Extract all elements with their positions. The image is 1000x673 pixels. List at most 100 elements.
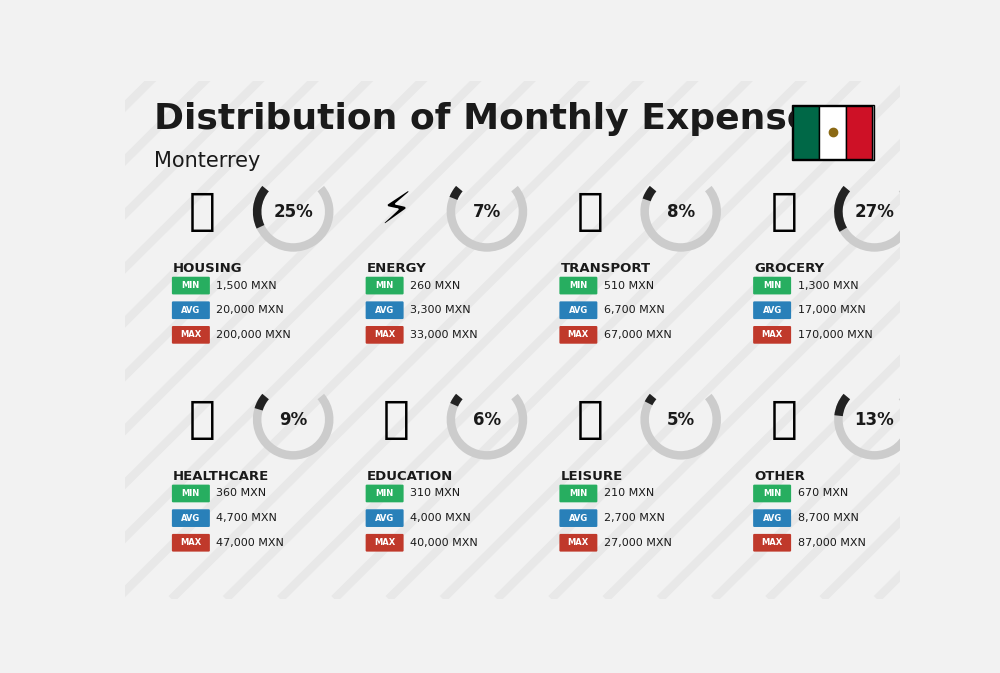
Wedge shape (834, 186, 915, 252)
Wedge shape (450, 186, 463, 200)
Text: 510 MXN: 510 MXN (604, 281, 654, 291)
FancyBboxPatch shape (559, 485, 597, 502)
Wedge shape (834, 394, 850, 416)
FancyBboxPatch shape (846, 106, 872, 159)
Text: 💰: 💰 (770, 398, 797, 441)
Text: MAX: MAX (568, 330, 589, 339)
Text: OTHER: OTHER (754, 470, 805, 483)
Text: AVG: AVG (763, 306, 782, 315)
FancyBboxPatch shape (366, 277, 404, 294)
Text: MAX: MAX (762, 330, 783, 339)
Wedge shape (447, 394, 527, 460)
Wedge shape (834, 186, 850, 232)
Text: 🚌: 🚌 (577, 190, 603, 233)
Text: MIN: MIN (182, 489, 200, 498)
Text: 4,700 MXN: 4,700 MXN (216, 513, 277, 523)
Text: AVG: AVG (375, 306, 394, 315)
Text: GROCERY: GROCERY (754, 262, 824, 275)
Text: 310 MXN: 310 MXN (410, 489, 460, 499)
Text: ⚡: ⚡ (381, 190, 412, 233)
Text: MIN: MIN (376, 489, 394, 498)
FancyBboxPatch shape (172, 326, 210, 344)
Text: 33,000 MXN: 33,000 MXN (410, 330, 478, 340)
Wedge shape (640, 394, 721, 460)
Text: 27,000 MXN: 27,000 MXN (604, 538, 672, 548)
Text: 6%: 6% (473, 411, 501, 429)
Text: AVG: AVG (375, 513, 394, 523)
Text: MIN: MIN (569, 489, 588, 498)
Text: MAX: MAX (180, 538, 202, 547)
Text: 360 MXN: 360 MXN (216, 489, 267, 499)
Text: 4,000 MXN: 4,000 MXN (410, 513, 471, 523)
Text: 17,000 MXN: 17,000 MXN (798, 306, 865, 315)
Text: MIN: MIN (376, 281, 394, 290)
Text: MAX: MAX (180, 330, 202, 339)
Text: 🫐: 🫐 (770, 190, 797, 233)
Text: AVG: AVG (763, 513, 782, 523)
FancyBboxPatch shape (559, 534, 597, 552)
Text: MAX: MAX (374, 330, 395, 339)
FancyBboxPatch shape (559, 326, 597, 344)
FancyBboxPatch shape (819, 106, 846, 159)
Text: 🎓: 🎓 (383, 398, 410, 441)
Text: Distribution of Monthly Expenses: Distribution of Monthly Expenses (154, 102, 833, 137)
Wedge shape (253, 186, 333, 252)
Text: 170,000 MXN: 170,000 MXN (798, 330, 872, 340)
Text: ENERGY: ENERGY (367, 262, 427, 275)
Text: 9%: 9% (279, 411, 307, 429)
FancyBboxPatch shape (366, 302, 404, 319)
Text: 67,000 MXN: 67,000 MXN (604, 330, 672, 340)
FancyBboxPatch shape (753, 509, 791, 527)
FancyBboxPatch shape (559, 509, 597, 527)
Text: 8,700 MXN: 8,700 MXN (798, 513, 859, 523)
Text: LEISURE: LEISURE (561, 470, 623, 483)
Text: MIN: MIN (763, 281, 781, 290)
FancyBboxPatch shape (172, 302, 210, 319)
Text: 3,300 MXN: 3,300 MXN (410, 306, 471, 315)
Wedge shape (640, 186, 721, 252)
Text: HEALTHCARE: HEALTHCARE (173, 470, 269, 483)
Text: 200,000 MXN: 200,000 MXN (216, 330, 291, 340)
Text: TRANSPORT: TRANSPORT (561, 262, 651, 275)
Text: 5%: 5% (667, 411, 695, 429)
Text: 🛍️: 🛍️ (577, 398, 603, 441)
Text: 20,000 MXN: 20,000 MXN (216, 306, 284, 315)
Text: 27%: 27% (854, 203, 894, 221)
Text: 2,700 MXN: 2,700 MXN (604, 513, 665, 523)
FancyBboxPatch shape (753, 277, 791, 294)
FancyBboxPatch shape (172, 485, 210, 502)
Text: 🩺: 🩺 (189, 398, 216, 441)
Text: AVG: AVG (181, 306, 200, 315)
Text: 670 MXN: 670 MXN (798, 489, 848, 499)
FancyBboxPatch shape (753, 302, 791, 319)
Text: MIN: MIN (182, 281, 200, 290)
Wedge shape (645, 394, 656, 405)
FancyBboxPatch shape (366, 509, 404, 527)
Text: 210 MXN: 210 MXN (604, 489, 654, 499)
FancyBboxPatch shape (172, 534, 210, 552)
FancyBboxPatch shape (792, 104, 874, 160)
Text: MAX: MAX (762, 538, 783, 547)
FancyBboxPatch shape (366, 326, 404, 344)
Text: AVG: AVG (181, 513, 200, 523)
Text: 25%: 25% (273, 203, 313, 221)
Wedge shape (643, 186, 656, 201)
Text: 🏗️: 🏗️ (189, 190, 216, 233)
FancyBboxPatch shape (753, 534, 791, 552)
Text: AVG: AVG (569, 513, 588, 523)
Text: HOUSING: HOUSING (173, 262, 243, 275)
FancyBboxPatch shape (366, 534, 404, 552)
Text: 260 MXN: 260 MXN (410, 281, 460, 291)
Text: MIN: MIN (569, 281, 588, 290)
FancyBboxPatch shape (793, 106, 819, 159)
FancyBboxPatch shape (172, 277, 210, 294)
Wedge shape (253, 186, 269, 229)
FancyBboxPatch shape (172, 509, 210, 527)
Text: EDUCATION: EDUCATION (367, 470, 453, 483)
Text: 7%: 7% (473, 203, 501, 221)
Text: 1,300 MXN: 1,300 MXN (798, 281, 858, 291)
Wedge shape (450, 394, 463, 406)
FancyBboxPatch shape (559, 277, 597, 294)
Text: AVG: AVG (569, 306, 588, 315)
Text: Monterrey: Monterrey (154, 151, 261, 171)
